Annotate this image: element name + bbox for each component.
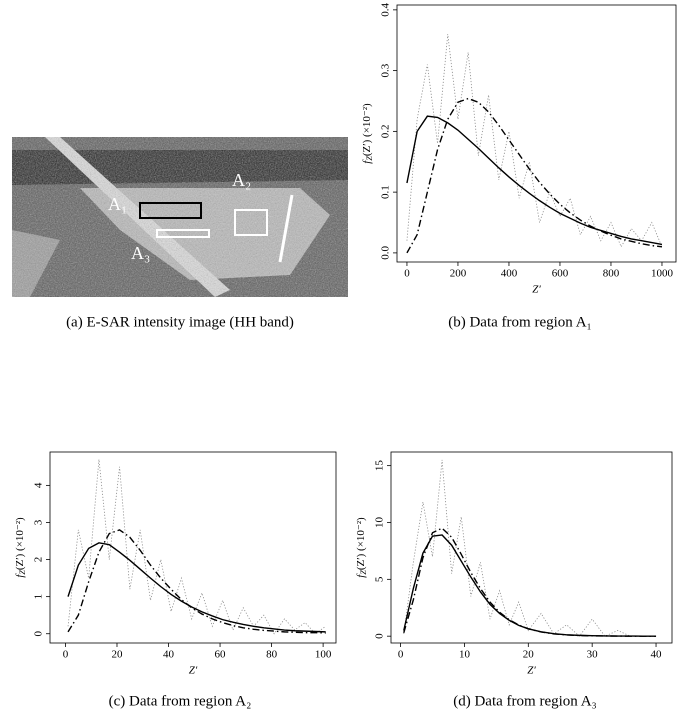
y-label-part: f [355,573,367,578]
region-box [139,202,202,219]
series-line [67,459,326,635]
x-tick-label: 400 [501,268,518,280]
series-line [403,534,657,637]
x-axis-label: Z′ [532,284,541,296]
x-tick-label: 0 [398,649,404,661]
series-line [406,115,663,246]
y-axis-label: fZ(Z′) (×10⁻²) [14,517,27,578]
caption: (c) Data from region A₂ [109,693,252,709]
plot-frame [390,451,673,644]
region-label: A₁ [108,194,127,214]
x-tick-label: 20 [111,649,123,661]
y-tick-label: 0 [374,633,386,639]
x-axis-label: Z′ [189,665,198,677]
y-label-part: Z [359,570,368,575]
y-tick-label: 0.3 [380,63,392,77]
x-tick-label: 200 [450,268,467,280]
series-group [406,34,663,254]
y-label-part: f [361,159,373,164]
series-line [406,97,663,254]
y-tick-label: 0.2 [380,124,392,138]
y-label-part: Z [18,570,27,575]
x-tick-label: 60 [215,649,227,661]
y-label-part: (Z′) (×10⁻²) [14,517,26,570]
x-tick-label: 0 [63,649,69,661]
x-tick-label: 40 [651,649,663,661]
y-tick-label: 0.1 [380,185,392,199]
plot: 0 20 40 60 80 100 0 1 2 3 4 Z′ fZ(Z′) (×10⁻²) (c) Dat… [14,451,337,709]
x-tick-label: 1000 [651,268,674,280]
y-tick-label: 0 [33,630,45,636]
series-line [403,527,657,637]
y-label-part: (Z′) (×10⁻²) [355,517,367,570]
y-axis-label: fZ(Z′) (×10⁻²) [355,517,368,578]
series-line [403,459,657,637]
y-tick-label: 10 [374,516,386,528]
region-box [156,229,210,238]
series-group [403,459,657,637]
runway-line [278,194,294,263]
plot: 0 200 400 600 800 1000 0.0 0.1 0.2 0.3 0.4 Z′ fZ(Z′)… [361,2,677,330]
series-line [67,542,326,633]
plot-frame [396,4,677,263]
plot-frame [49,451,337,644]
caption: (d) Data from region A₃ [453,693,597,709]
region-label: A₂ [232,170,251,190]
y-tick-label: 2 [33,557,45,563]
x-tick-label: 100 [315,649,332,661]
y-tick-label: 0.0 [380,246,392,260]
y-label-part: (Z′) (×10⁻²) [361,103,373,156]
x-axis-label: Z′ [527,665,536,677]
y-tick-label: 3 [33,519,45,525]
x-tick-label: 20 [523,649,535,661]
caption: (b) Data from region A₁ [448,314,592,330]
y-label-part: f [14,573,26,578]
x-tick-label: 10 [459,649,471,661]
region-label: A₃ [131,243,150,263]
series-group [67,459,326,635]
plot: 0 10 20 30 40 0 5 10 15 Z′ fZ(Z′) (×10⁻²) (d) Data … [355,451,673,709]
series-line [406,34,663,248]
y-tick-label: 5 [374,576,386,582]
y-tick-label: 0.4 [380,2,392,16]
series-line [67,529,326,634]
y-label-part: Z [365,156,374,161]
x-tick-label: 30 [587,649,599,661]
x-tick-label: 800 [603,268,620,280]
region-box [234,209,268,236]
y-tick-label: 1 [33,594,45,600]
y-axis-label: fZ(Z′) (×10⁻²) [361,103,374,164]
caption: (a) E-SAR intensity image (HH band) [66,314,294,330]
x-tick-label: 40 [163,649,175,661]
x-tick-label: 600 [552,268,569,280]
y-tick-label: 4 [33,482,45,488]
x-tick-label: 80 [266,649,278,661]
y-tick-label: 15 [374,460,386,472]
sar-image: A₁ A₂ A₃ [12,137,348,297]
x-tick-label: 0 [404,268,410,280]
